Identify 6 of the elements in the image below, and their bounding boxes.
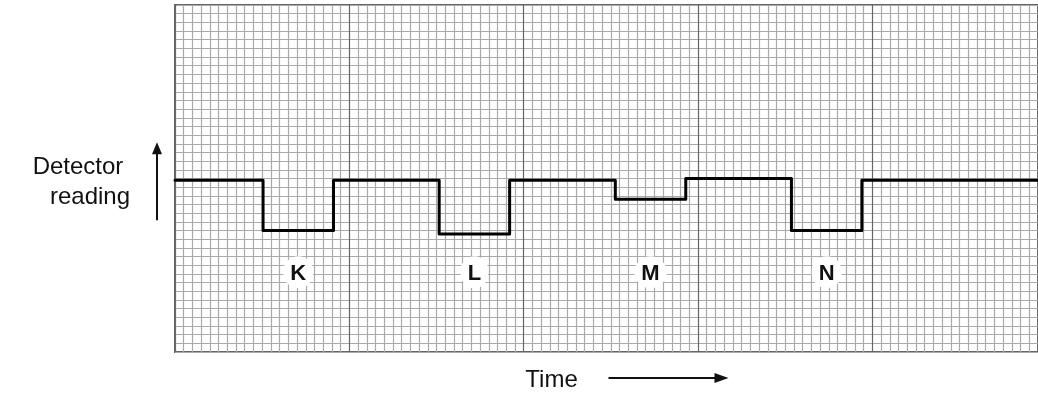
y-axis-title: Detector reading <box>32 151 130 209</box>
annotation: K <box>290 259 307 285</box>
annotation: N <box>818 259 835 285</box>
annotation: M <box>641 259 660 285</box>
x-axis-title: Time <box>525 364 578 392</box>
annotation: L <box>467 259 482 285</box>
